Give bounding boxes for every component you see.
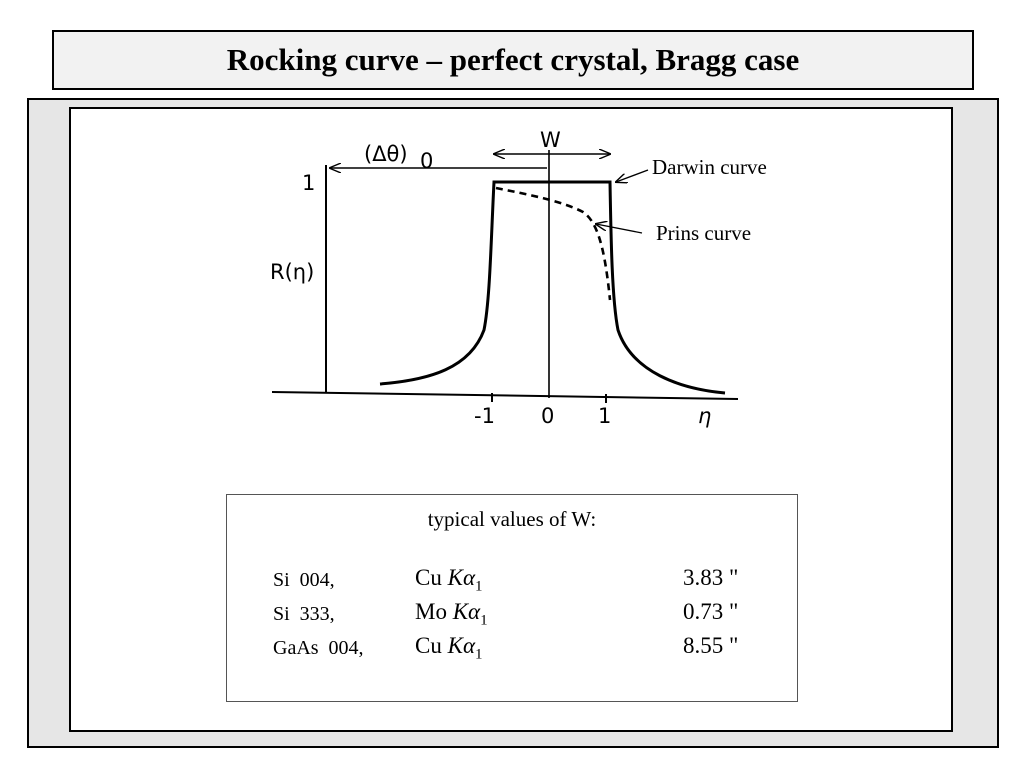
- x-tick-neg1-label: -1: [474, 404, 495, 428]
- x-tick-0-label: 0: [541, 404, 554, 428]
- table-row: GaAs 004, Cu Kα1 8.55 ": [227, 633, 797, 667]
- prins-leader-arrow: [596, 224, 643, 234]
- row-sample: Si 004,: [273, 569, 335, 591]
- darwin-leader-arrow: [616, 169, 649, 182]
- x-axis-line: [271, 391, 739, 400]
- delta-theta-label: (Δθ): [364, 142, 408, 166]
- row-value: 0.73 ": [683, 599, 739, 624]
- row-sample: Si 333,: [273, 603, 335, 625]
- darwin-curve: [379, 180, 726, 395]
- row-radiation: Cu Kα1: [415, 565, 483, 595]
- w-label: W: [540, 128, 561, 152]
- prins-curve-label: Prins curve: [656, 221, 751, 245]
- row-value: 3.83 ": [683, 565, 739, 590]
- prins-curve: [495, 186, 612, 301]
- title-box: Rocking curve – perfect crystal, Bragg c…: [52, 30, 974, 90]
- typical-values-table: typical values of W: Si 004, Cu Kα1 3.83…: [226, 494, 798, 702]
- delta-theta-subscript: 0: [420, 149, 433, 173]
- row-radiation: Mo Kα1: [415, 599, 488, 629]
- slide-title: Rocking curve – perfect crystal, Bragg c…: [226, 42, 800, 77]
- y-tick-1-label: 1: [302, 171, 315, 195]
- x-tick-1-label: 1: [598, 404, 611, 428]
- table-caption: typical values of W:: [427, 507, 597, 531]
- table-row: Si 333, Mo Kα1 0.73 ": [227, 599, 797, 633]
- row-radiation: Cu Kα1: [415, 633, 483, 663]
- row-value: 8.55 ": [683, 633, 739, 658]
- y-axis-label: R(η): [270, 260, 314, 284]
- darwin-curve-label: Darwin curve: [652, 155, 767, 179]
- x-axis-label: η: [698, 404, 711, 428]
- row-sample: GaAs 004,: [273, 637, 364, 659]
- table-row: Si 004, Cu Kα1 3.83 ": [227, 565, 797, 599]
